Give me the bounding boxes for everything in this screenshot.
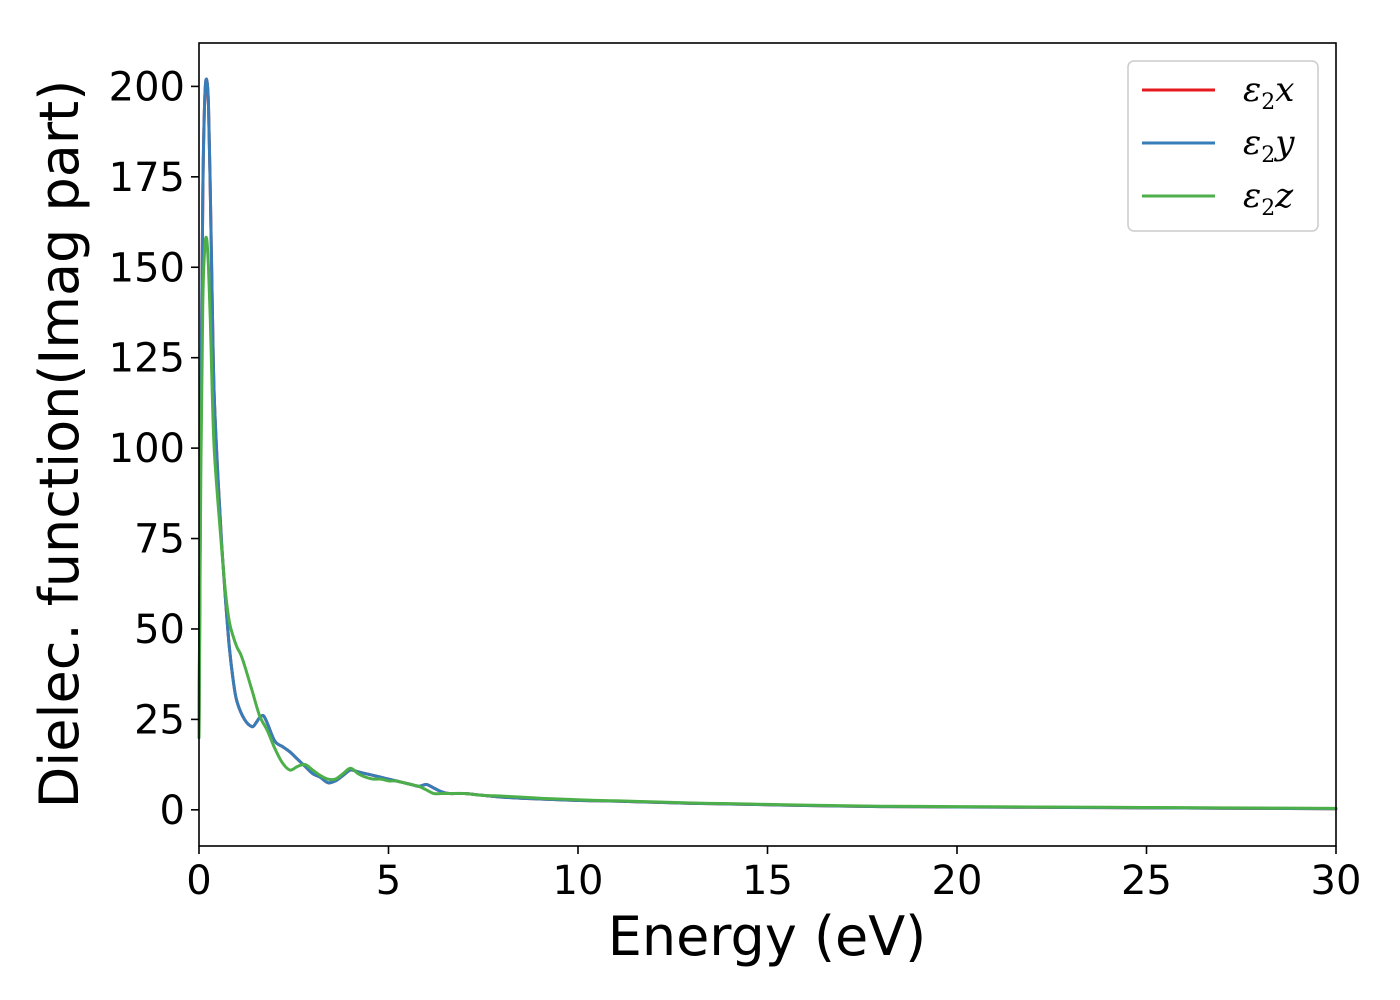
x-tick-label: 15 — [742, 858, 793, 904]
x-tick-label: 20 — [932, 858, 983, 904]
y-tick-label: 125 — [109, 336, 185, 382]
x-tick-label: 10 — [553, 858, 604, 904]
legend-label-x: ε2x — [1243, 70, 1294, 115]
legend: ε2x ε2y ε2z — [1127, 60, 1319, 232]
x-axis-ticks: 0 5 10 15 20 25 30 — [186, 846, 1361, 904]
x-tick-label: 30 — [1311, 858, 1362, 904]
x-tick-label: 0 — [186, 858, 211, 904]
y-tick-label: 25 — [134, 697, 185, 743]
series-layer — [197, 77, 1338, 811]
y-tick-label: 200 — [109, 64, 185, 110]
y-tick-label: 0 — [160, 788, 185, 834]
y-axis-title: Dielec. function(Imag part) — [28, 80, 91, 809]
y-tick-label: 75 — [134, 517, 185, 563]
y-tick-label: 175 — [109, 155, 185, 201]
y-tick-label: 150 — [109, 245, 185, 291]
x-tick-label: 5 — [376, 858, 401, 904]
legend-label-y: ε2y — [1243, 123, 1295, 168]
x-axis-title: Energy (eV) — [608, 905, 927, 968]
legend-label-z: ε2z — [1243, 176, 1294, 221]
legend-box — [1127, 60, 1319, 232]
series-line-z — [197, 235, 1338, 810]
y-tick-label: 50 — [134, 607, 185, 653]
x-tick-label: 25 — [1121, 858, 1172, 904]
y-tick-label: 100 — [109, 426, 185, 472]
y-axis-ticks: 0 25 50 75 100 125 150 175 200 — [109, 64, 199, 834]
